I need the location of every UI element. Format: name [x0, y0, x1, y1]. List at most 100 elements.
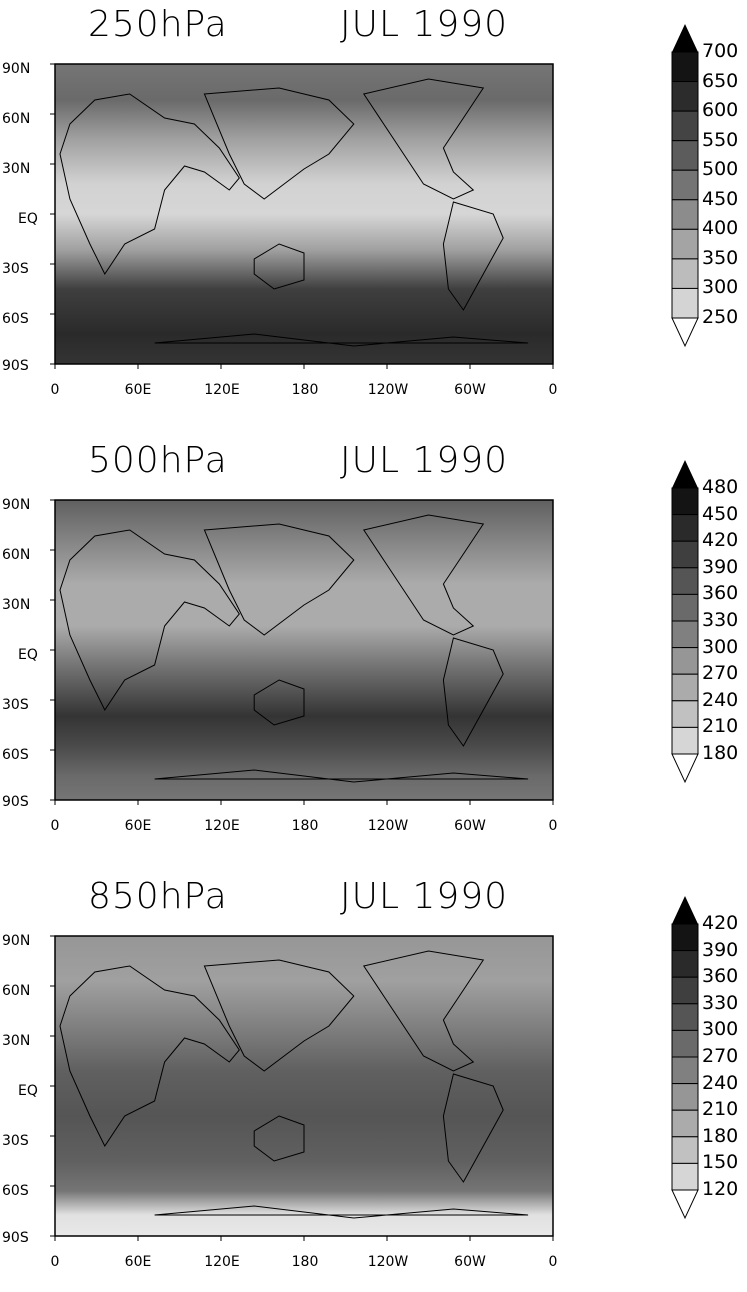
colorbar-cell — [671, 567, 699, 595]
colorbar-cell — [671, 51, 699, 83]
colorbar — [671, 24, 699, 348]
colorbar-arrow-top — [672, 460, 698, 488]
y-tick-label: 30S — [2, 697, 29, 713]
colorbar-tick-label: 500 — [702, 158, 739, 181]
colorbar-tick-label: 550 — [702, 128, 739, 151]
x-tick-label: 0 — [50, 1254, 60, 1270]
colorbar-cell — [671, 1029, 699, 1058]
colorbar-tick-label: 480 — [702, 476, 739, 498]
colorbar-tick-label: 450 — [702, 187, 739, 210]
colorbar-tick-label: 390 — [702, 555, 739, 578]
colorbar-arrow-bottom — [671, 317, 699, 348]
x-tick-label: 180 — [291, 382, 319, 398]
panel-title-date: JUL 1990 — [340, 440, 509, 481]
colorbar — [671, 896, 699, 1220]
y-tick-label: 60S — [2, 747, 29, 763]
coastline — [154, 333, 529, 347]
x-tick-label: 0 — [548, 1254, 558, 1270]
colorbar-cell — [671, 540, 699, 569]
colorbar-tick-label: 420 — [702, 529, 739, 552]
coastline — [154, 1205, 529, 1219]
coastline — [203, 87, 355, 200]
coastline — [442, 1073, 504, 1183]
colorbar-tick-label: 300 — [702, 1018, 739, 1041]
colorbar-cell — [671, 673, 699, 702]
coastline — [253, 1115, 305, 1162]
coastline — [442, 637, 504, 747]
map-panel-500hpa: 500hPa JUL 1990 90N 60N 30N EQ 30S 60S 9… — [0, 436, 747, 856]
y-tick-label: EQ — [18, 647, 38, 663]
colorbar-cell — [671, 1056, 699, 1085]
y-tick-label: 90S — [2, 794, 29, 810]
y-tick-label: 30S — [2, 261, 29, 277]
x-tick-label: 120E — [204, 818, 240, 834]
colorbar-tick-label: 150 — [702, 1151, 739, 1174]
colorbar-cell — [671, 1083, 699, 1111]
y-tick-label: 90S — [2, 358, 29, 374]
colorbar-cell — [671, 620, 699, 649]
map-plot — [50, 499, 554, 805]
colorbar-tick-label: 450 — [702, 502, 739, 525]
colorbar-tick-label: 330 — [702, 609, 739, 631]
colorbar-tick-label: 180 — [702, 742, 739, 764]
colorbar-tick-label: 330 — [702, 991, 739, 1014]
colorbar-tick-label: 120 — [702, 1178, 739, 1200]
map-plot — [50, 935, 554, 1241]
y-tick-label: 60S — [2, 1183, 29, 1199]
colorbar-cell — [671, 1109, 699, 1138]
map-panel-250hpa: 250hPa JUL 1990 90N 60N 30N EQ 30S 60S 9… — [0, 0, 747, 420]
colorbar-cell — [671, 287, 699, 319]
coastline — [362, 514, 485, 636]
panel-title-level: 500hPa — [88, 440, 228, 481]
colorbar-tick-label: 210 — [702, 1098, 739, 1121]
colorbar-cell — [671, 110, 699, 142]
colorbar — [671, 460, 699, 784]
x-tick-label: 60W — [454, 382, 486, 398]
x-tick-label: 0 — [548, 818, 558, 834]
coastline — [362, 950, 485, 1072]
y-tick-label: 90N — [2, 497, 31, 513]
x-tick-label: 180 — [291, 818, 319, 834]
coastline — [59, 93, 240, 275]
panel-title-date: JUL 1990 — [340, 4, 509, 45]
colorbar-tick-label: 360 — [702, 582, 739, 605]
colorbar-cell — [671, 140, 699, 171]
colorbar-cell — [671, 81, 699, 112]
colorbar-tick-label: 600 — [702, 99, 739, 122]
panel-title-level: 850hPa — [88, 876, 228, 917]
colorbar-cell — [671, 258, 699, 289]
colorbar-cell — [671, 487, 699, 516]
colorbar-tick-label: 300 — [702, 635, 739, 658]
colorbar-cell — [671, 950, 699, 978]
colorbar-cell — [671, 228, 699, 260]
y-tick-label: 60N — [2, 111, 31, 127]
y-tick-label: EQ — [18, 1083, 38, 1099]
x-tick-label: 60W — [454, 818, 486, 834]
panel-title-level: 250hPa — [88, 4, 228, 45]
colorbar-tick-label: 400 — [702, 217, 739, 240]
y-tick-label: 90N — [2, 61, 31, 77]
colorbar-arrow-bottom — [671, 753, 699, 784]
x-tick-label: 0 — [50, 382, 60, 398]
shaded-field — [55, 500, 553, 800]
coastline — [154, 769, 529, 783]
colorbar-tick-label: 210 — [702, 715, 739, 738]
y-tick-label: 30N — [2, 161, 31, 177]
x-tick-label: 120W — [367, 382, 409, 398]
y-tick-label: EQ — [18, 211, 38, 227]
coastline — [253, 243, 305, 290]
colorbar-tick-label: 180 — [702, 1124, 739, 1147]
colorbar-cell — [671, 1003, 699, 1031]
shaded-field — [55, 64, 553, 364]
colorbar-tick-label: 250 — [702, 306, 739, 328]
colorbar-tick-label: 240 — [702, 1071, 739, 1094]
x-tick-label: 0 — [50, 818, 60, 834]
coastline — [203, 523, 355, 636]
y-tick-label: 60N — [2, 983, 31, 999]
colorbar-cell — [671, 199, 699, 230]
x-tick-label: 60W — [454, 1254, 486, 1270]
x-tick-label: 120E — [204, 1254, 240, 1270]
coastline — [253, 679, 305, 726]
map-panel-850hpa: 850hPa JUL 1990 90N 60N 30N EQ 30S 60S 9… — [0, 872, 747, 1292]
colorbar-tick-label: 270 — [702, 662, 739, 685]
